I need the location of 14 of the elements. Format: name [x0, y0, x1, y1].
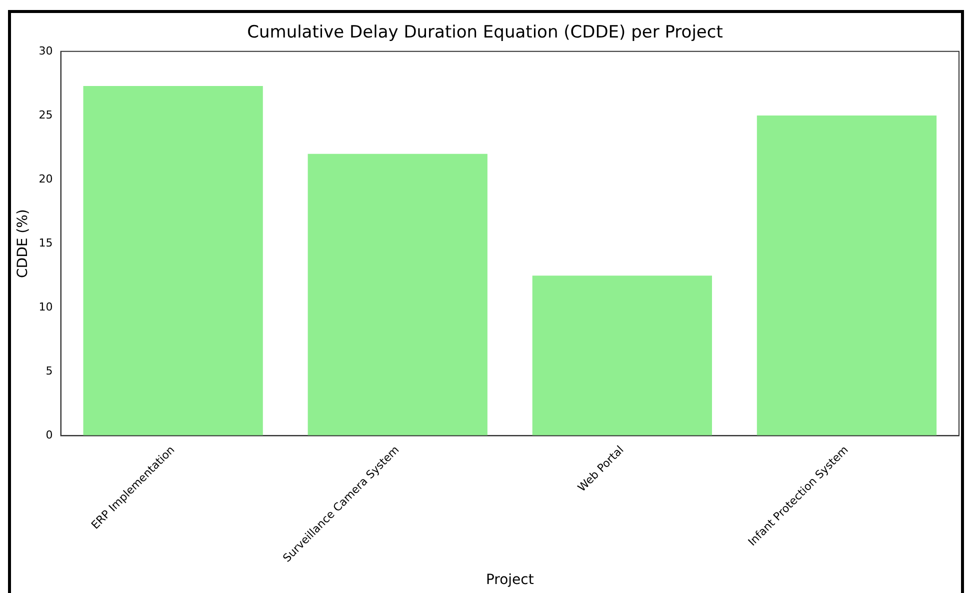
- y-tick-label: 20: [38, 172, 53, 186]
- bar: [308, 154, 488, 436]
- y-tick-label: 5: [46, 364, 53, 378]
- bar: [532, 276, 712, 436]
- y-tick-label: 15: [38, 236, 53, 250]
- x-axis-title: Project: [486, 572, 534, 588]
- y-tick-label: 0: [46, 428, 53, 442]
- y-axis-title: CDDE (%): [15, 209, 32, 278]
- y-tick-label: 30: [38, 44, 53, 58]
- y-tick-label: 25: [38, 108, 53, 122]
- chart-title: Cumulative Delay Duration Equation (CDDE) per Project: [247, 22, 724, 43]
- bar: [83, 86, 263, 436]
- y-tick-label: 10: [38, 300, 53, 314]
- bar: [756, 115, 937, 436]
